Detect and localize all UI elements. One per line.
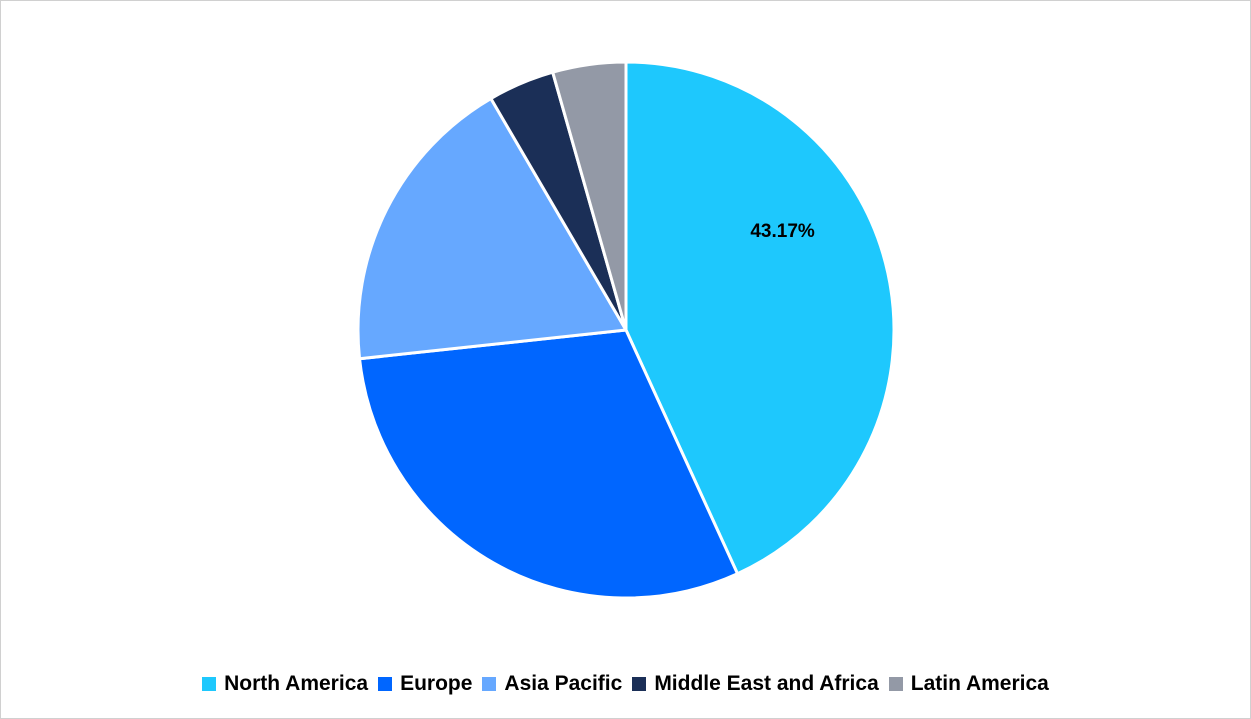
legend-swatch-europe	[378, 677, 393, 691]
legend-swatch-north-america	[202, 677, 217, 691]
legend-label-latin-america: Latin America	[910, 672, 1049, 695]
legend-swatch-middle-east-and-africa	[632, 677, 647, 691]
legend-item-north-america: North America	[202, 672, 368, 696]
legend-swatch-latin-america	[888, 677, 903, 691]
pie-slice-north-america	[624, 60, 896, 576]
data-label-north-america: 43.17%	[750, 221, 815, 242]
pie-slice-asia-pacific	[356, 97, 628, 361]
legend-label-middle-east-and-africa: Middle East and Africa	[654, 672, 879, 695]
legend-item-middle-east-and-africa: Middle East and Africa	[632, 672, 879, 696]
pie-slices	[356, 60, 896, 600]
legend-label-asia-pacific: Asia Pacific	[504, 672, 623, 695]
pie-slice-europe	[358, 328, 740, 600]
legend-item-europe: Europe	[378, 672, 472, 696]
legend-label-north-america: North America	[224, 672, 369, 695]
chart-legend: North America Europe Asia Pacific Middle Ea…	[1, 669, 1250, 699]
legend-label-europe: Europe	[400, 672, 473, 695]
pie-slice-latin-america	[551, 60, 628, 332]
pie-chart: 43.17%	[356, 60, 896, 600]
legend-swatch-asia-pacific	[482, 677, 497, 691]
pie-data-labels: 43.17%	[750, 221, 815, 242]
legend-item-latin-america: Latin America	[888, 672, 1049, 696]
legend-item-asia-pacific: Asia Pacific	[482, 672, 622, 696]
